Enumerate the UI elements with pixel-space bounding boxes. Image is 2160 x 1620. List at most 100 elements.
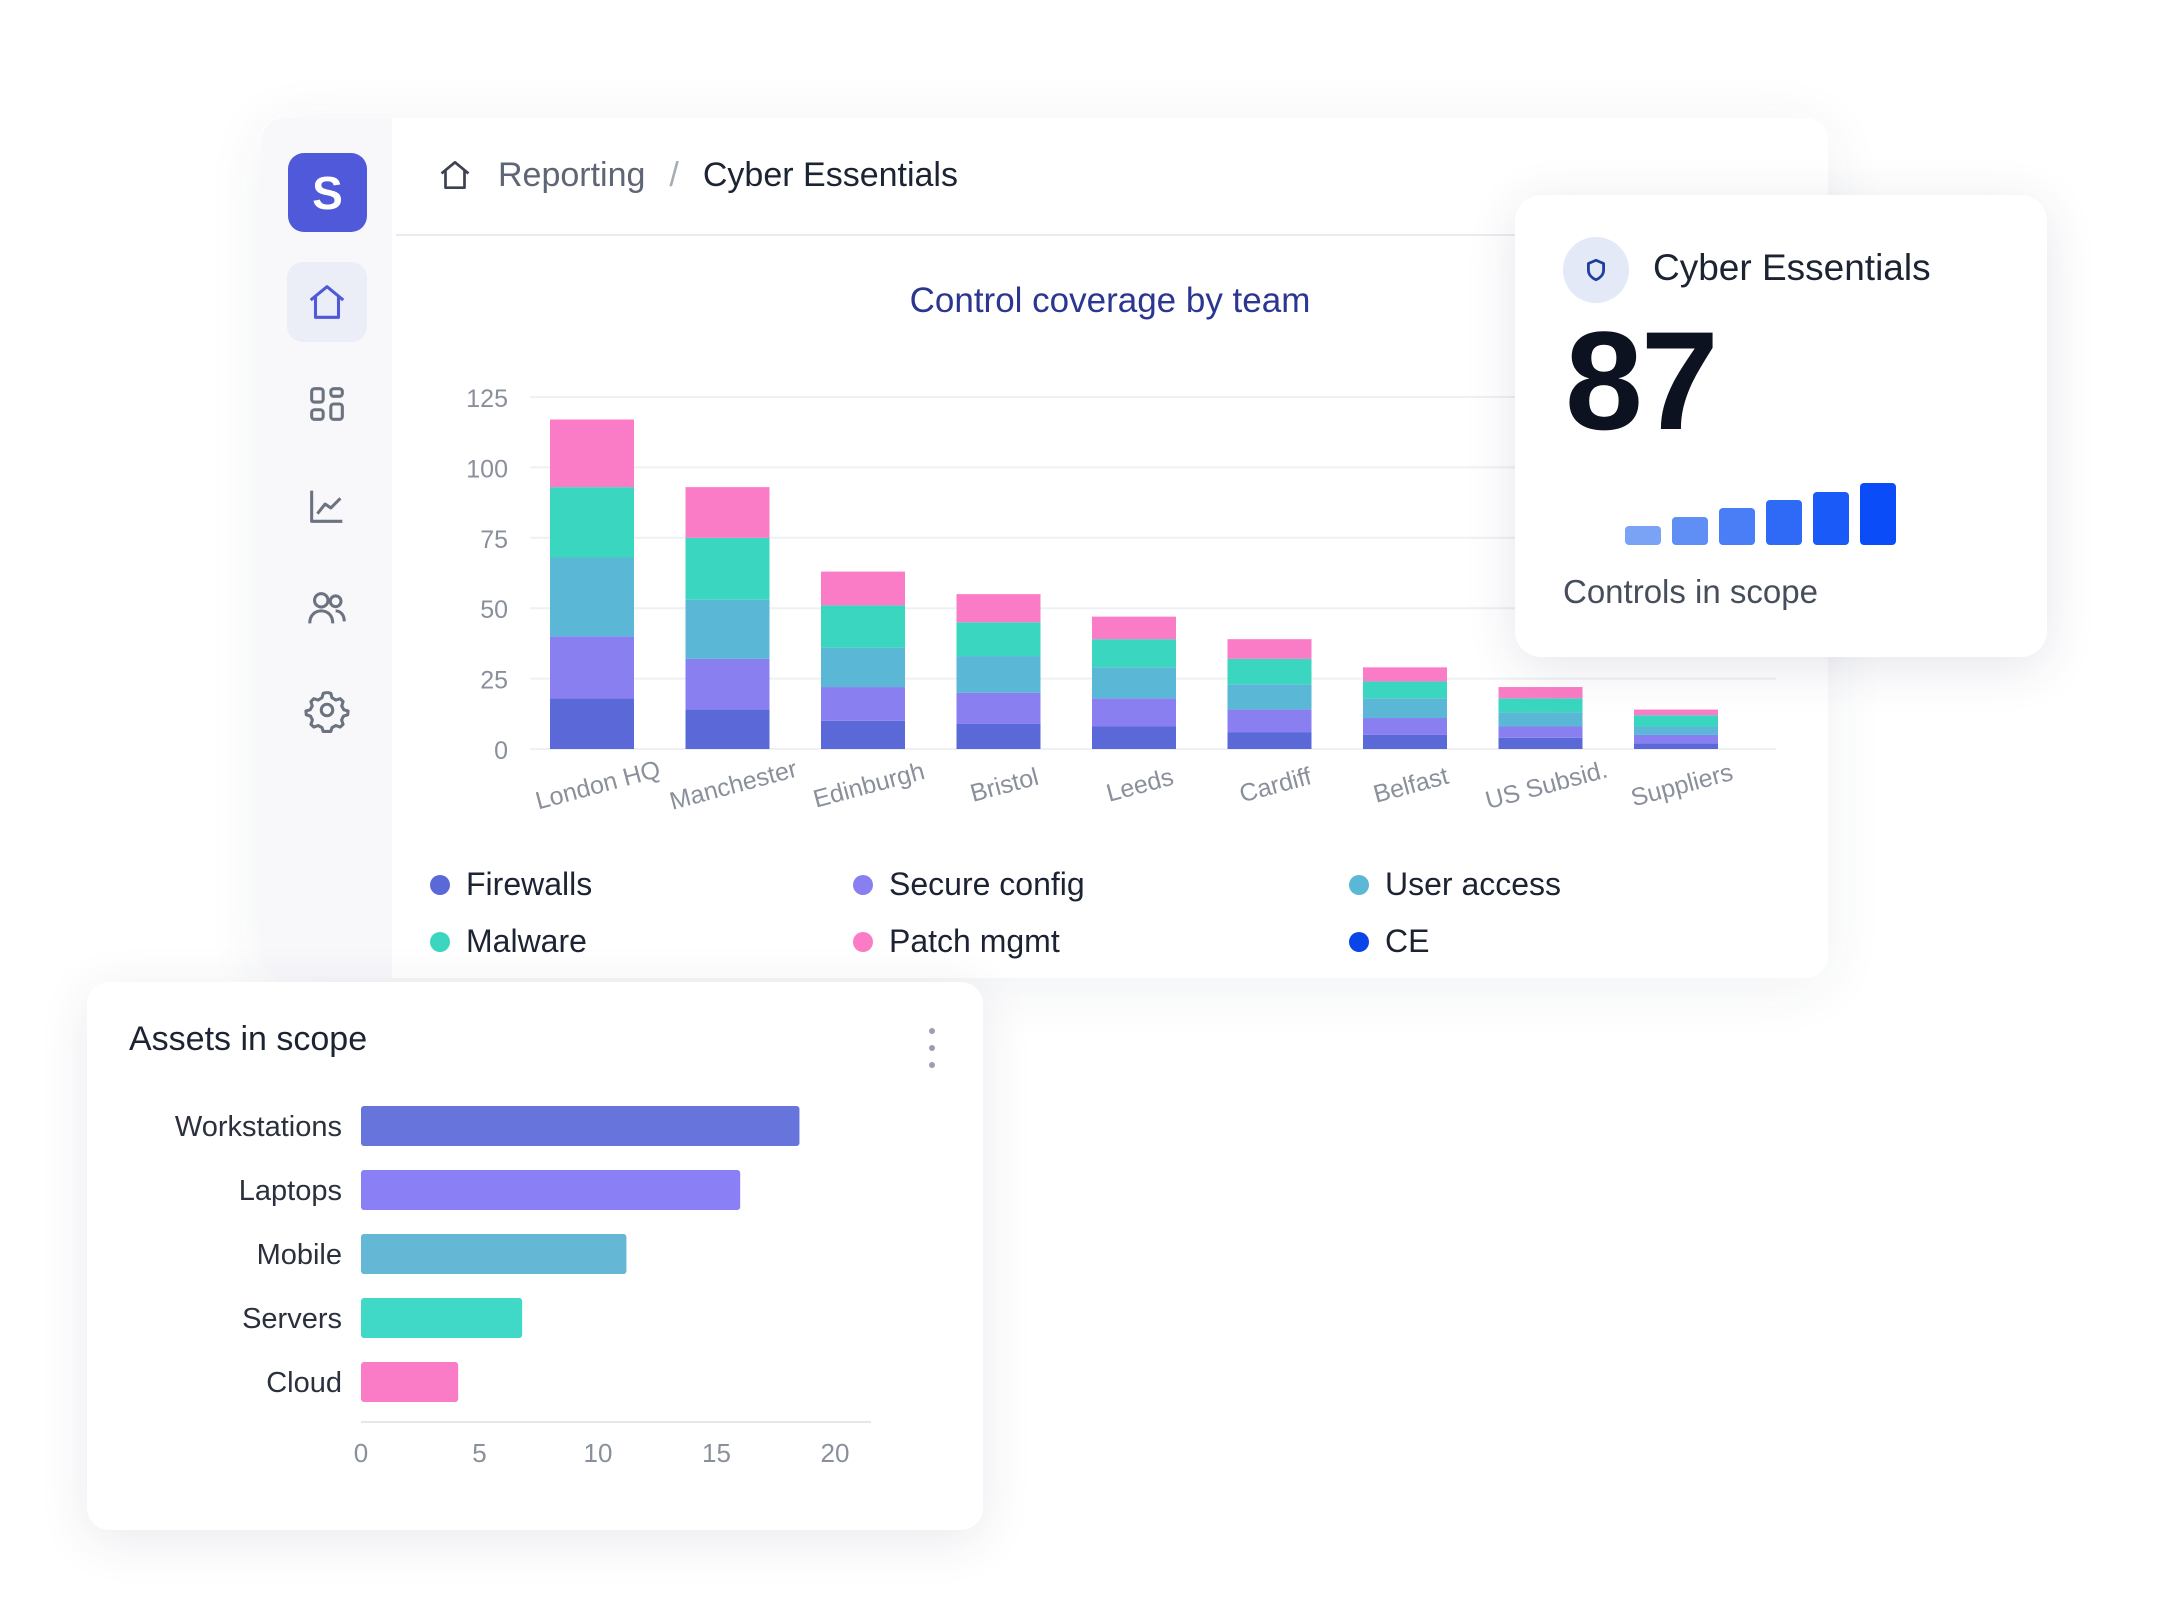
bar-segment[interactable] xyxy=(821,605,905,648)
bar-segment[interactable] xyxy=(685,537,770,600)
bar-segment[interactable] xyxy=(821,647,905,688)
bar-segment[interactable] xyxy=(1498,737,1583,749)
bar-segment[interactable] xyxy=(821,571,905,606)
bar-segment[interactable] xyxy=(1227,709,1312,733)
bar-segment[interactable] xyxy=(1498,698,1583,713)
bar-segment[interactable] xyxy=(1227,732,1312,749)
app-logo[interactable]: S xyxy=(288,153,367,232)
bar-segment[interactable] xyxy=(1363,718,1447,735)
sidebar-item-dashboard[interactable] xyxy=(287,364,367,444)
kpi-bar xyxy=(1672,517,1708,545)
cyber-essentials-kpi-card[interactable]: Cyber Essentials 87 Controls in scope xyxy=(1515,195,2047,657)
x-tick-label: US Subsid. xyxy=(1482,756,1610,815)
x-tick-label: Cardiff xyxy=(1236,762,1314,808)
bar-segment[interactable] xyxy=(1634,709,1718,716)
legend-label: Secure config xyxy=(889,866,1085,902)
bar-segment[interactable] xyxy=(550,557,634,637)
bar-segment[interactable] xyxy=(821,687,905,721)
sidebar-item-users[interactable] xyxy=(287,568,367,648)
x-tick-label: 0 xyxy=(354,1438,368,1468)
x-tick-label: 10 xyxy=(584,1438,613,1468)
sidebar-item-home[interactable] xyxy=(287,262,367,342)
bar-segment[interactable] xyxy=(1227,658,1312,685)
kpi-bar xyxy=(1813,492,1849,545)
bar-segment[interactable] xyxy=(956,656,1041,693)
sidebar-item-analytics[interactable] xyxy=(287,466,367,546)
assets-chart-svg: Workstations Laptops Mobile Servers Cloud 0 5 1… xyxy=(175,1106,871,1468)
bar-segment[interactable] xyxy=(956,594,1041,623)
assets-in-scope-card: Assets in scope Workstations Laptops Mobil… xyxy=(87,982,983,1530)
legend-item-malware[interactable]: Malware xyxy=(430,923,587,960)
x-tick-label: Leeds xyxy=(1103,763,1176,808)
bar-segment[interactable] xyxy=(1634,726,1718,735)
legend-item-firewalls[interactable]: Firewalls xyxy=(430,866,592,903)
asset-bar[interactable] xyxy=(361,1170,741,1210)
bar-segment[interactable] xyxy=(956,692,1041,724)
settings-gear-icon xyxy=(304,690,350,733)
control-coverage-chart: Control coverage by team 0 25 50 75 100 125 Lon… xyxy=(396,236,1828,976)
legend-item-user-access[interactable]: User access xyxy=(1349,866,1561,903)
bar-segment[interactable] xyxy=(1092,726,1176,749)
x-tick-label: Bristol xyxy=(967,763,1041,808)
bar-segment[interactable] xyxy=(685,487,770,538)
control-coverage-chart-svg: Control coverage by team 0 25 50 75 100 125 Lon… xyxy=(466,281,1776,816)
legend-label: CE xyxy=(1385,923,1430,959)
bar-segment[interactable] xyxy=(1363,667,1447,682)
header-divider xyxy=(396,234,1828,236)
bar-segment[interactable] xyxy=(550,487,634,558)
y-tick-label: 0 xyxy=(494,737,508,765)
home-icon xyxy=(440,160,470,190)
y-tick-label: 100 xyxy=(466,455,508,483)
legend-label: Firewalls xyxy=(466,866,593,902)
chart-legend: Firewalls Secure config User access Malw… xyxy=(430,866,1630,976)
y-tick-label: 50 xyxy=(480,596,508,624)
x-tick-label: 15 xyxy=(702,1438,731,1468)
bar-segment[interactable] xyxy=(1092,639,1176,668)
legend-swatch xyxy=(1349,874,1369,895)
asset-category-label: Cloud xyxy=(266,1367,342,1399)
breadcrumb-reporting-link[interactable]: Reporting xyxy=(498,155,646,194)
breadcrumb-home-link[interactable] xyxy=(436,156,474,194)
bar-segment[interactable] xyxy=(1498,687,1583,699)
x-tick-label: Suppliers xyxy=(1628,758,1736,812)
legend-item-secure-config[interactable]: Secure config xyxy=(853,866,1085,903)
bar-segment[interactable] xyxy=(685,658,770,710)
asset-bar[interactable] xyxy=(361,1234,627,1274)
kpi-value: 87 xyxy=(1565,302,1719,459)
line-chart-icon xyxy=(310,490,343,523)
bar-segment[interactable] xyxy=(1498,712,1583,727)
bar-segment[interactable] xyxy=(550,698,634,749)
bar-segment[interactable] xyxy=(1634,734,1718,744)
bar-segment[interactable] xyxy=(550,419,634,488)
bar-segment[interactable] xyxy=(1092,616,1176,640)
bar-segment[interactable] xyxy=(1092,667,1176,699)
sidebar-item-settings[interactable] xyxy=(287,670,367,750)
legend-swatch xyxy=(430,874,450,895)
kpi-label: Controls in scope xyxy=(1563,573,1818,610)
bar-segment[interactable] xyxy=(550,636,634,699)
asset-bar[interactable] xyxy=(361,1298,523,1338)
asset-bar[interactable] xyxy=(361,1362,459,1402)
bar-segment[interactable] xyxy=(1363,734,1447,749)
bar-segment[interactable] xyxy=(1092,698,1176,727)
bar-segment[interactable] xyxy=(1498,726,1583,738)
x-tick-label: 20 xyxy=(821,1438,850,1468)
kpi-bar xyxy=(1719,507,1755,545)
legend-swatch xyxy=(1349,931,1369,952)
bar-segment[interactable] xyxy=(1363,681,1447,699)
bar-segment[interactable] xyxy=(1363,698,1447,719)
bar-segment[interactable] xyxy=(685,599,770,659)
legend-item-ce[interactable]: CE xyxy=(1349,923,1429,960)
bar-segment[interactable] xyxy=(685,709,770,749)
more-options-icon[interactable] xyxy=(927,1028,937,1068)
legend-item-patch-mgmt[interactable]: Patch mgmt xyxy=(853,923,1060,960)
legend-label: Patch mgmt xyxy=(889,923,1060,959)
bar-segment[interactable] xyxy=(1227,639,1312,659)
bar-segment[interactable] xyxy=(956,723,1041,749)
asset-bar[interactable] xyxy=(361,1106,800,1146)
bar-segment[interactable] xyxy=(1634,715,1718,727)
bar-segment[interactable] xyxy=(956,622,1041,657)
bar-segment[interactable] xyxy=(821,720,905,749)
bar-segment[interactable] xyxy=(1227,684,1312,710)
bar-segment[interactable] xyxy=(1634,743,1718,749)
